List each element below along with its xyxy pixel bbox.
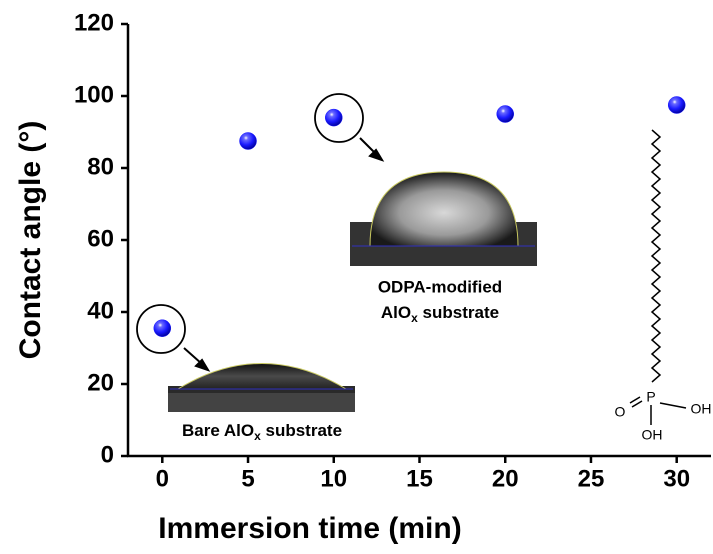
annotation: Bare AlOx substrate [182, 421, 342, 443]
highlight-circle [314, 93, 364, 143]
molecule [629, 129, 687, 425]
annotation: AlOx substrate [381, 303, 499, 325]
arrow [183, 347, 211, 372]
bare-droplet-image [168, 363, 355, 412]
y-tick-label: 40 [87, 297, 114, 324]
y-tick-label: 120 [74, 9, 114, 36]
y-tick-label: 80 [87, 153, 114, 180]
point [325, 108, 343, 127]
y-axis-label: Contact angle (°) [14, 121, 47, 360]
odpa-droplet-image [350, 170, 537, 266]
arrow [359, 137, 385, 162]
annotation: ODPA-modified [378, 277, 502, 296]
atom-label: P [646, 389, 655, 405]
y-tick-label: 100 [74, 81, 114, 108]
y-tick-label: 20 [87, 369, 114, 396]
highlight-circle [136, 304, 186, 354]
atom-label: O [615, 404, 626, 420]
x-tick-label: 5 [241, 465, 254, 492]
point [239, 132, 257, 150]
x-tick-label: 30 [663, 465, 690, 492]
x-tick-label: 25 [578, 465, 605, 492]
y-tick-label: 0 [101, 441, 114, 468]
atom-label: OH [642, 427, 663, 443]
atom-label: OH [691, 401, 712, 417]
point [667, 96, 686, 114]
x-tick-label: 15 [406, 465, 433, 492]
point [153, 319, 172, 337]
x-tick-label: 0 [156, 465, 169, 492]
x-axis-label: Immersion time (min) [158, 512, 461, 545]
x-tick-label: 10 [320, 465, 347, 492]
y-tick-label: 60 [87, 225, 114, 252]
x-tick-label: 20 [492, 465, 519, 492]
point [496, 105, 514, 123]
